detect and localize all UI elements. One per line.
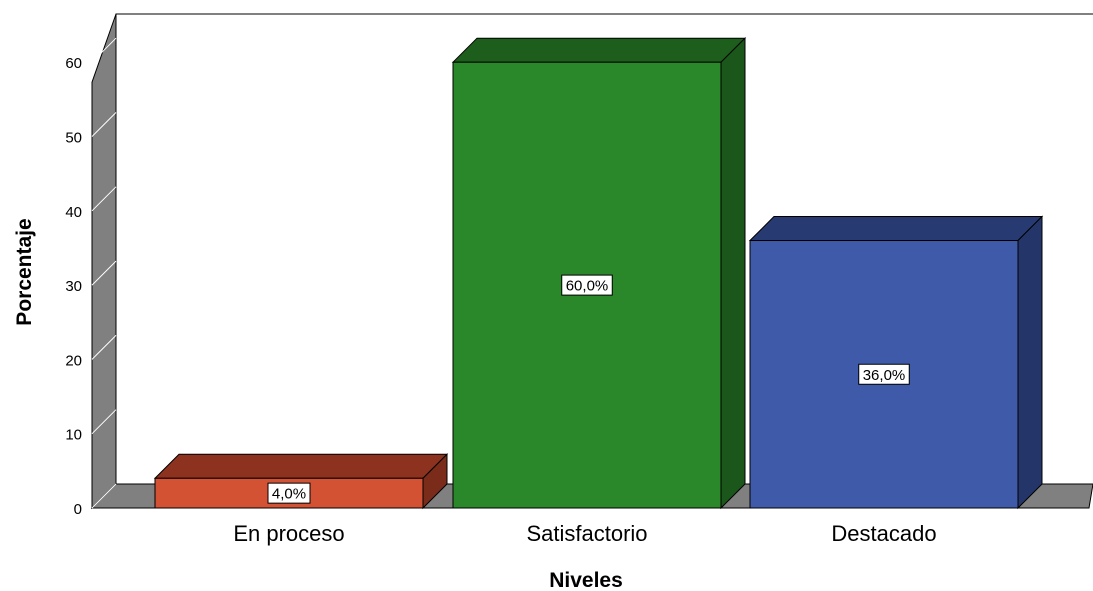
data-label-box [858, 363, 910, 385]
left-wall [91, 13, 117, 510]
data-label-box [561, 274, 613, 296]
y-tick-label: 60 [65, 55, 82, 72]
x-axis: En proceso Satisfactorio Destacado [233, 521, 936, 546]
y-tick-label: 50 [65, 130, 82, 147]
y-tick-line [91, 186, 117, 212]
back-wall-border [115, 13, 1093, 484]
x-axis-title: Niveles [549, 569, 623, 591]
bar-1: 60,0% [451, 36, 747, 510]
data-label-box [267, 482, 311, 504]
y-tick-line [91, 335, 117, 360]
bar-side-face [1017, 215, 1043, 510]
y-tick-label: 0 [74, 501, 82, 518]
bar-top-face [451, 37, 747, 63]
y-axis-title: Porcentaje [13, 218, 36, 325]
data-label-text: 60,0% [566, 278, 609, 295]
y-tick-line [91, 409, 117, 435]
bars: 4,0% 60,0% 36,0% [153, 36, 1044, 510]
bar-2: 36,0% [748, 215, 1044, 510]
y-tick-label: 40 [65, 204, 82, 221]
data-label: 36,0% [858, 363, 910, 385]
y-tick-line [91, 260, 117, 286]
x-tick-label: En proceso [233, 521, 344, 546]
y-tick-line [91, 112, 117, 137]
y-tick-line [91, 37, 117, 63]
data-label: 4,0% [267, 482, 311, 504]
bar-top-face [748, 216, 1044, 242]
y-tick-label: 20 [65, 352, 82, 369]
bar-side-face [720, 36, 746, 510]
bar-0: 4,0% [153, 453, 449, 510]
bar-top-face [153, 453, 449, 479]
y-tick-line [91, 483, 117, 509]
y-axis: 0 10 20 30 40 50 60 [65, 37, 117, 518]
data-label-text: 4,0% [272, 486, 306, 503]
data-label: 60,0% [561, 274, 613, 296]
x-tick-label: Satisfactorio [526, 521, 647, 546]
y-tick-label: 10 [65, 427, 82, 444]
x-tick-label: Destacado [831, 521, 936, 546]
y-tick-label: 30 [65, 278, 82, 295]
data-label-text: 36,0% [863, 367, 906, 384]
